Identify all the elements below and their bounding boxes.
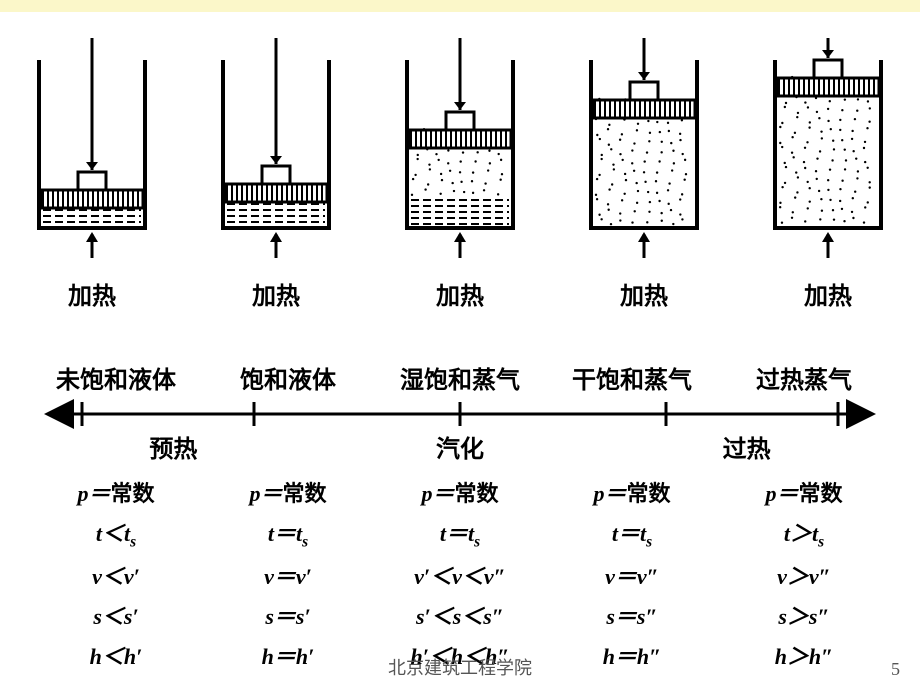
eq-r2-c1: v＝v′ — [202, 559, 374, 591]
cylinder-5: 加热 — [748, 30, 908, 311]
state-1: 未饱和液体 — [30, 360, 202, 395]
proc-3: 过热 — [603, 429, 890, 464]
eq-r0-c3: p＝常数 — [546, 476, 718, 508]
eq-r0-c4: p＝常数 — [718, 476, 890, 508]
cylinder-1: 加热 — [12, 30, 172, 311]
eq-r1-c3: t＝ts — [546, 516, 718, 551]
eq-r3-c1: s＝s′ — [202, 599, 374, 631]
proc-2: 汽化 — [317, 429, 604, 464]
eq-r3-c3: s＝s″ — [546, 599, 718, 631]
heat-label-2: 加热 — [252, 276, 300, 311]
eq-r1-c1: t＝ts — [202, 516, 374, 551]
state-2: 饱和液体 — [202, 360, 374, 395]
heat-label-3: 加热 — [436, 276, 484, 311]
state-5: 过热蒸气 — [718, 360, 890, 395]
top-color-band — [0, 0, 920, 12]
page-number: 5 — [891, 659, 900, 680]
states-block: 未饱和液体 饱和液体 湿饱和蒸气 干饱和蒸气 过热蒸气 — [30, 360, 890, 671]
eq-r1-c2: t＝ts — [374, 516, 546, 551]
eq-r2-c2: v′＜v＜v″ — [374, 559, 546, 591]
cylinder-2: 加热 — [196, 30, 356, 311]
cylinder-3: 加热 — [380, 30, 540, 311]
heat-label-5: 加热 — [804, 276, 852, 311]
eq-r0-c2: p＝常数 — [374, 476, 546, 508]
eq-r3-c2: s′＜s＜s″ — [374, 599, 546, 631]
eq-r3-c0: s＜s′ — [30, 599, 202, 631]
process-labels: 预热 汽化 过热 — [30, 429, 890, 464]
cylinder-4: 加热 — [564, 30, 724, 311]
eq-r2-c3: v＝v″ — [546, 559, 718, 591]
eq-r1-c4: t＞ts — [718, 516, 890, 551]
state-labels: 未饱和液体 饱和液体 湿饱和蒸气 干饱和蒸气 过热蒸气 — [30, 360, 890, 395]
timeline — [30, 399, 890, 429]
state-4: 干饱和蒸气 — [546, 360, 718, 395]
eq-r2-c4: v＞v″ — [718, 559, 890, 591]
heat-label-4: 加热 — [620, 276, 668, 311]
proc-1: 预热 — [30, 429, 317, 464]
eq-r0-c0: p＝常数 — [30, 476, 202, 508]
footer-text: 北京建筑工程学院 — [0, 654, 920, 680]
eq-r2-c0: v＜v′ — [30, 559, 202, 591]
equation-grid: p＝常数p＝常数p＝常数p＝常数p＝常数t＜tst＝tst＝tst＝tst＞ts… — [30, 476, 890, 671]
heat-label-1: 加热 — [68, 276, 116, 311]
eq-r0-c1: p＝常数 — [202, 476, 374, 508]
state-3: 湿饱和蒸气 — [374, 360, 546, 395]
cylinder-row: 加热 加热 加热 — [0, 30, 920, 311]
eq-r3-c4: s＞s″ — [718, 599, 890, 631]
eq-r1-c0: t＜ts — [30, 516, 202, 551]
